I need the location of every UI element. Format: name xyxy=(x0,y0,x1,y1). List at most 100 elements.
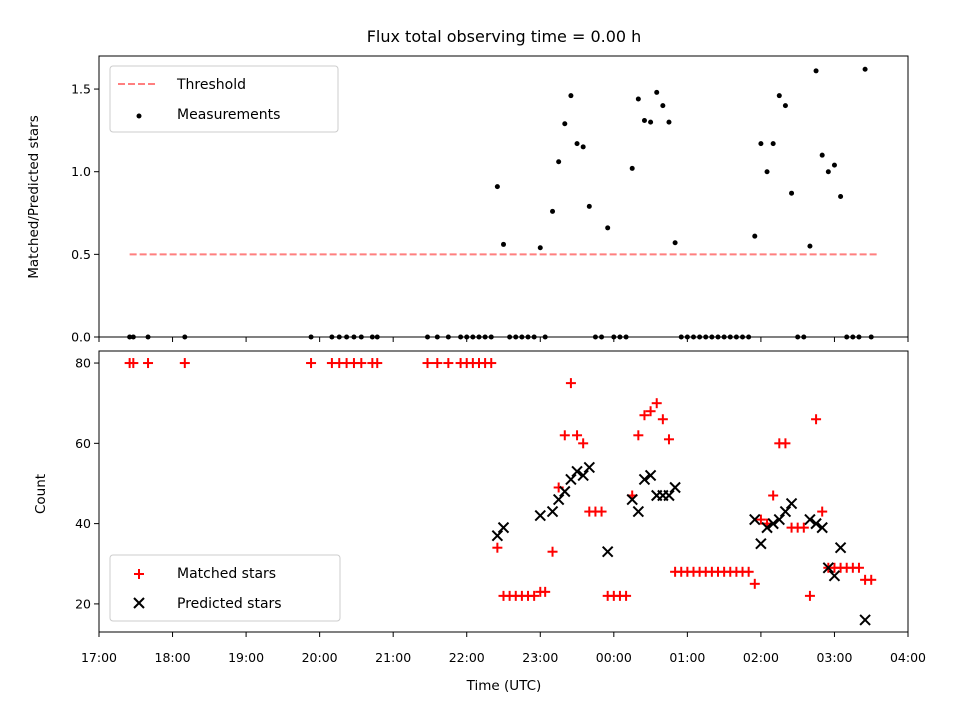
top-x-ticks xyxy=(98,337,909,342)
predicted-star-point xyxy=(822,562,835,574)
top-panel: 0.0 0.5 1.0 1.5 Matched/Predicted stars Thr… xyxy=(26,55,909,345)
measurement-point xyxy=(807,243,813,249)
matched-star-point xyxy=(372,358,383,369)
measurement-point xyxy=(862,66,868,72)
predicted-legend-swatch xyxy=(133,597,145,609)
bottom-y-axis-label: Count xyxy=(33,474,49,514)
matched-star-point xyxy=(663,434,674,445)
measurement-point xyxy=(813,68,819,74)
measurement-point xyxy=(537,245,543,251)
predicted-star-point xyxy=(632,505,645,518)
predicted-star-point xyxy=(546,505,559,518)
bottom-axes-frame xyxy=(98,350,909,633)
measurement-point xyxy=(580,144,586,150)
matched-star-point xyxy=(743,566,754,577)
predicted-star-point xyxy=(828,570,841,582)
matched-star-point xyxy=(547,546,558,557)
matched-star-point xyxy=(422,358,433,369)
measurement-point xyxy=(752,233,758,239)
measurement-point xyxy=(672,240,678,246)
top-y-axis-label: Matched/Predicted stars xyxy=(26,115,42,278)
measurement-point xyxy=(660,103,666,109)
predicted-star-point xyxy=(497,521,510,534)
matched-star-point xyxy=(804,590,815,601)
predicted-star-point xyxy=(761,521,773,534)
matched-star-point xyxy=(492,542,503,553)
predicted-star-point xyxy=(810,517,822,530)
top-y-tick-label: 0.5 xyxy=(71,247,91,262)
x-tick-label: 23:00 xyxy=(522,650,558,665)
bottom-y-tick-label: 60 xyxy=(75,436,91,451)
bottom-legend-box xyxy=(109,554,341,622)
matched-star-point xyxy=(651,398,662,409)
matched-star-point xyxy=(143,358,154,369)
matched-star-point xyxy=(621,590,632,601)
measurement-point xyxy=(574,141,580,147)
top-legend: Threshold Measurements xyxy=(109,65,339,133)
x-tick-label: 22:00 xyxy=(449,650,485,665)
predicted-star-point xyxy=(565,473,577,486)
predicted-star-point xyxy=(491,529,504,542)
measurement-point xyxy=(776,93,782,99)
matched-star-point xyxy=(596,506,607,517)
matched-star-point xyxy=(529,590,540,601)
predicted-star-point xyxy=(773,513,786,526)
predicted-star-point xyxy=(601,546,614,558)
measurement-point xyxy=(838,194,844,199)
measurement-point xyxy=(764,169,770,175)
x-axis-label: Time (UTC) xyxy=(466,678,542,694)
matched-star-point xyxy=(572,430,583,441)
measurement-point xyxy=(770,141,776,147)
measurement-point xyxy=(825,169,831,175)
matched-star-point xyxy=(749,578,760,589)
predicted-star-point xyxy=(785,497,798,510)
matched-star-point xyxy=(432,358,443,369)
matched-star-point xyxy=(559,430,570,441)
measurement-point xyxy=(586,203,592,209)
top-legend-box xyxy=(109,65,339,133)
measurement-point xyxy=(494,184,500,190)
predicted-star-point xyxy=(859,614,871,626)
x-tick-label: 18:00 xyxy=(155,650,191,665)
predicted-star-point xyxy=(779,505,792,518)
matched-star-point xyxy=(356,358,367,369)
predicted-star-point xyxy=(644,469,657,482)
predicted-star-point xyxy=(571,465,583,478)
matched-legend-label: Matched stars xyxy=(177,566,276,582)
matched-star-point xyxy=(486,358,497,369)
measurement-point xyxy=(758,141,764,147)
measurement-point xyxy=(629,165,635,171)
measurement-point xyxy=(605,225,611,231)
matched-star-point xyxy=(817,506,828,517)
top-y-tick-label: 1.0 xyxy=(71,164,91,179)
predicted-star-point xyxy=(626,493,638,506)
matched-star-point xyxy=(798,522,809,533)
predicted-star-point xyxy=(638,473,651,486)
measurement-point xyxy=(568,93,574,99)
x-tick-label: 01:00 xyxy=(669,650,705,665)
top-y-tick-label: 0.0 xyxy=(71,330,91,345)
bottom-panel: 20 40 60 80 17:00 18:00 19:00 20:00 21:00 22:00 2… xyxy=(33,350,926,694)
measurement-point xyxy=(641,117,647,123)
bottom-x-ticks: 17:00 18:00 19:00 20:00 21:00 22:00 23:00 00:00… xyxy=(81,632,926,665)
measurement-point xyxy=(562,121,568,127)
predicted-star-point xyxy=(577,469,589,482)
x-tick-label: 00:00 xyxy=(596,650,632,665)
matched-star-point xyxy=(565,378,576,389)
bottom-y-tick-label: 40 xyxy=(75,516,91,531)
matched-star-point xyxy=(306,358,317,369)
predicted-star-point xyxy=(804,513,816,526)
matched-star-point xyxy=(128,358,139,369)
predicted-star-point xyxy=(816,521,828,534)
threshold-legend-label: Threshold xyxy=(176,77,246,93)
measurements-legend-swatch xyxy=(136,113,142,119)
measurement-point xyxy=(635,96,641,102)
measurement-point xyxy=(550,208,556,214)
bottom-y-tick-label: 80 xyxy=(75,356,91,371)
measurement-point xyxy=(648,119,654,125)
matched-star-point xyxy=(853,562,864,573)
x-tick-label: 20:00 xyxy=(302,650,338,665)
bottom-y-ticks: 20 40 60 80 xyxy=(75,356,99,611)
matched-star-point xyxy=(639,410,650,421)
predicted-star-point xyxy=(755,537,767,550)
